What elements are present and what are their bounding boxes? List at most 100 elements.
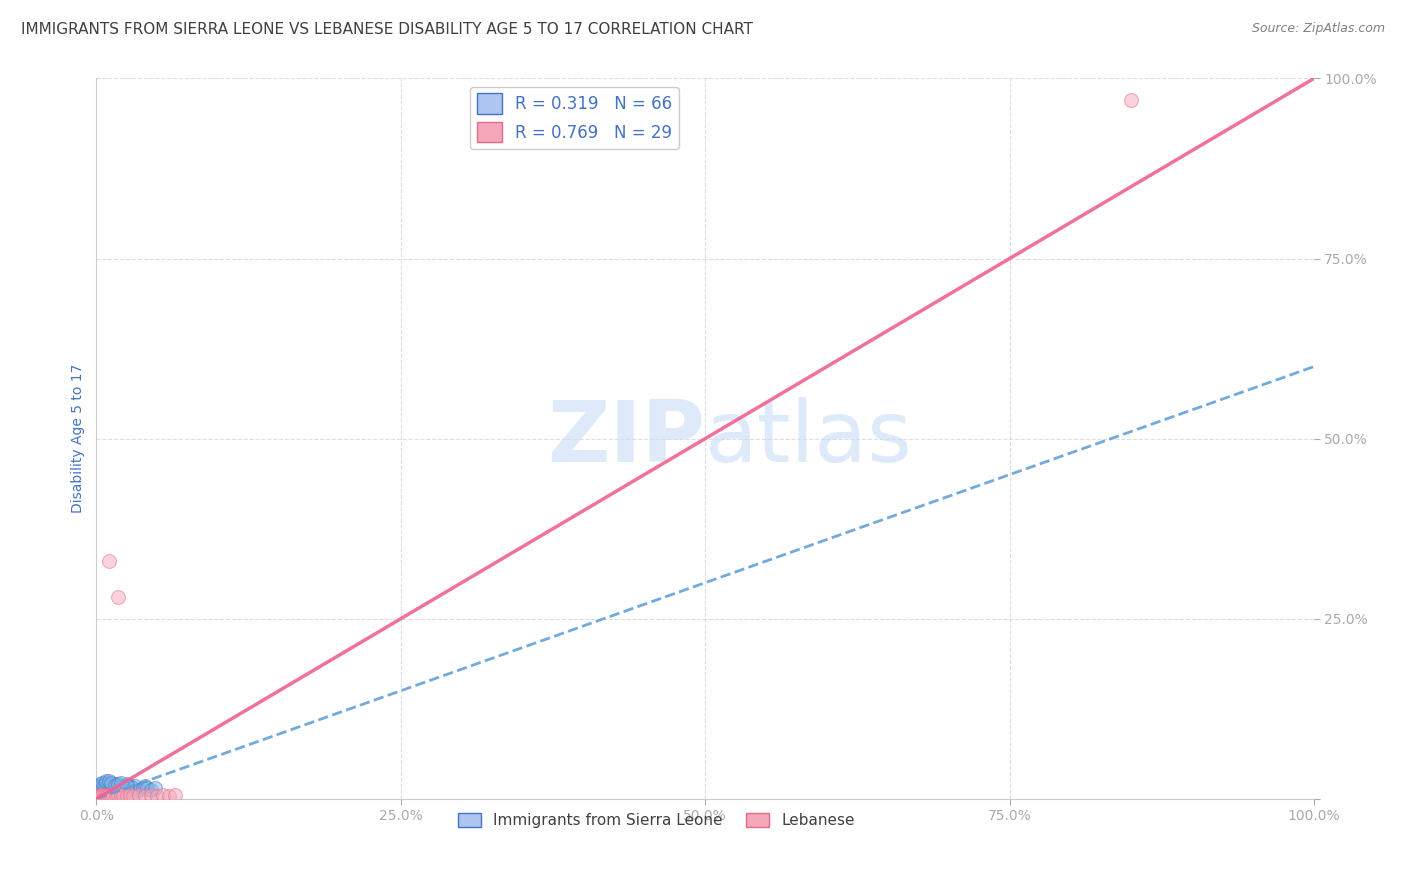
Point <box>110 789 132 803</box>
Point <box>157 789 180 803</box>
Point <box>107 789 129 803</box>
Point <box>89 784 111 798</box>
Point <box>115 780 138 795</box>
Point <box>97 783 120 797</box>
Point <box>152 789 174 803</box>
Point <box>86 780 108 795</box>
Point <box>96 789 118 803</box>
Point <box>90 783 112 797</box>
Point <box>115 789 138 803</box>
Point <box>89 789 111 803</box>
Point <box>91 780 114 795</box>
Point <box>94 784 117 798</box>
Point <box>104 780 127 795</box>
Point <box>87 783 110 797</box>
Point <box>100 780 122 795</box>
Point <box>97 773 120 788</box>
Point <box>112 779 135 793</box>
Point <box>107 590 129 604</box>
Point <box>91 789 114 803</box>
Point <box>93 779 115 793</box>
Point <box>94 776 117 790</box>
Point <box>120 779 142 793</box>
Point <box>93 786 115 800</box>
Point <box>115 779 138 793</box>
Point <box>100 789 122 803</box>
Point <box>93 789 115 803</box>
Point <box>87 779 110 793</box>
Point <box>94 786 117 800</box>
Point <box>89 780 111 795</box>
Point <box>112 789 135 803</box>
Point <box>110 780 132 795</box>
Point <box>86 786 108 800</box>
Point <box>128 789 150 803</box>
Point <box>104 777 127 791</box>
Point <box>1121 93 1143 107</box>
Point <box>94 780 117 795</box>
Point <box>104 784 127 798</box>
Point <box>139 783 162 797</box>
Point <box>104 786 127 800</box>
Point <box>97 789 120 803</box>
Point <box>94 777 117 791</box>
Y-axis label: Disability Age 5 to 17: Disability Age 5 to 17 <box>72 364 86 513</box>
Point <box>112 783 135 797</box>
Text: ZIP: ZIP <box>547 397 706 480</box>
Point <box>91 789 114 803</box>
Point <box>134 789 156 803</box>
Point <box>96 779 118 793</box>
Point <box>94 773 117 788</box>
Point <box>131 780 153 795</box>
Point <box>146 789 169 803</box>
Point <box>86 789 108 804</box>
Point <box>90 788 112 802</box>
Point <box>90 779 112 793</box>
Point <box>91 776 114 790</box>
Point <box>86 789 108 803</box>
Point <box>115 777 138 791</box>
Point <box>134 779 156 793</box>
Point <box>86 783 108 797</box>
Point <box>107 779 129 793</box>
Point <box>165 789 187 803</box>
Point <box>122 789 145 803</box>
Point <box>107 783 129 797</box>
Point <box>107 777 129 791</box>
Point <box>87 789 110 803</box>
Point <box>94 789 117 803</box>
Point <box>87 789 110 804</box>
Point <box>101 779 124 793</box>
Point <box>120 789 142 803</box>
Point <box>103 789 125 803</box>
Text: atlas: atlas <box>706 397 912 480</box>
Point <box>94 789 117 804</box>
Point <box>89 777 111 791</box>
Point <box>110 776 132 790</box>
Point <box>97 554 120 568</box>
Legend: Immigrants from Sierra Leone, Lebanese: Immigrants from Sierra Leone, Lebanese <box>453 807 860 834</box>
Point <box>143 780 166 795</box>
Point <box>96 784 118 798</box>
Point <box>122 780 145 795</box>
Point <box>97 777 120 791</box>
Point <box>100 786 122 800</box>
Point <box>124 779 146 793</box>
Point <box>136 780 159 795</box>
Point <box>104 789 127 803</box>
Point <box>90 786 112 800</box>
Text: Source: ZipAtlas.com: Source: ZipAtlas.com <box>1251 22 1385 36</box>
Point <box>89 789 111 803</box>
Point <box>110 784 132 798</box>
Point <box>104 779 127 793</box>
Point <box>93 783 115 797</box>
Point <box>94 780 117 795</box>
Point <box>100 776 122 790</box>
Point <box>128 783 150 797</box>
Point <box>91 784 114 798</box>
Point <box>87 786 110 800</box>
Point <box>101 783 124 797</box>
Text: IMMIGRANTS FROM SIERRA LEONE VS LEBANESE DISABILITY AGE 5 TO 17 CORRELATION CHAR: IMMIGRANTS FROM SIERRA LEONE VS LEBANESE… <box>21 22 754 37</box>
Point <box>97 789 120 803</box>
Point <box>139 789 162 803</box>
